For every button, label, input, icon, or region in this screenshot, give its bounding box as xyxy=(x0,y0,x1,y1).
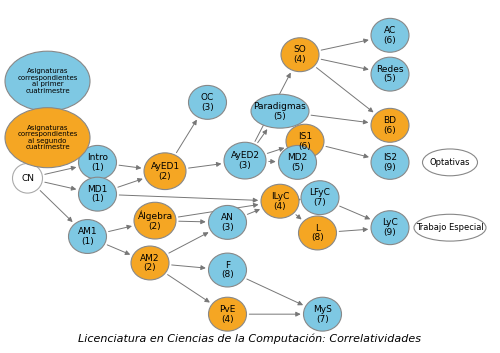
Ellipse shape xyxy=(371,211,409,245)
Ellipse shape xyxy=(261,184,299,218)
Text: L
(8): L (8) xyxy=(311,224,324,242)
Ellipse shape xyxy=(5,108,90,168)
Ellipse shape xyxy=(371,18,409,52)
Ellipse shape xyxy=(12,163,42,193)
Ellipse shape xyxy=(371,145,409,179)
Text: AC
(6): AC (6) xyxy=(384,26,396,44)
Text: F
(8): F (8) xyxy=(221,261,234,279)
Text: AM2
(2): AM2 (2) xyxy=(140,254,160,272)
Text: MD2
(5): MD2 (5) xyxy=(288,153,308,172)
Ellipse shape xyxy=(301,181,339,215)
Text: ILyC
(4): ILyC (4) xyxy=(271,192,289,210)
Text: Asignaturas
correspondientes
al segundo
cuatrimestre: Asignaturas correspondientes al segundo … xyxy=(18,125,78,150)
Text: IS1
(6): IS1 (6) xyxy=(298,132,312,150)
Text: PvE
(4): PvE (4) xyxy=(220,305,236,323)
Text: IS2
(9): IS2 (9) xyxy=(383,153,397,172)
Ellipse shape xyxy=(78,145,116,179)
Ellipse shape xyxy=(371,57,409,91)
Text: LyC
(9): LyC (9) xyxy=(382,219,398,237)
Text: OC
(3): OC (3) xyxy=(201,93,214,112)
Text: Álgebra
(2): Álgebra (2) xyxy=(138,210,172,231)
Ellipse shape xyxy=(286,124,324,158)
Text: AM1
(1): AM1 (1) xyxy=(78,227,98,246)
Text: LFyC
(7): LFyC (7) xyxy=(310,189,330,207)
Ellipse shape xyxy=(208,253,246,287)
Text: Redes
(5): Redes (5) xyxy=(376,65,404,83)
Ellipse shape xyxy=(251,94,309,128)
Text: Paradigmas
(5): Paradigmas (5) xyxy=(254,102,306,120)
Ellipse shape xyxy=(5,51,90,111)
Text: Optativas: Optativas xyxy=(430,158,470,167)
Ellipse shape xyxy=(371,108,409,142)
Text: AyED1
(2): AyED1 (2) xyxy=(150,162,180,180)
Text: MD1
(1): MD1 (1) xyxy=(88,185,108,203)
Text: CN: CN xyxy=(21,174,34,183)
Ellipse shape xyxy=(278,145,316,179)
Ellipse shape xyxy=(298,216,337,250)
Text: MyS
(7): MyS (7) xyxy=(313,305,332,323)
Ellipse shape xyxy=(208,297,246,331)
Text: Asignaturas
correspondientes
al primer
cuatrimestre: Asignaturas correspondientes al primer c… xyxy=(18,68,78,94)
Ellipse shape xyxy=(224,142,266,179)
Ellipse shape xyxy=(78,177,116,211)
Ellipse shape xyxy=(208,205,246,239)
Ellipse shape xyxy=(134,202,176,239)
Ellipse shape xyxy=(144,153,186,190)
Ellipse shape xyxy=(68,220,106,253)
Text: SO
(4): SO (4) xyxy=(294,46,306,64)
Text: BD
(6): BD (6) xyxy=(384,116,396,134)
Ellipse shape xyxy=(414,214,486,241)
Text: AN
(3): AN (3) xyxy=(221,213,234,232)
Text: Intro
(1): Intro (1) xyxy=(87,153,108,172)
Text: AyED2
(3): AyED2 (3) xyxy=(230,151,260,170)
Ellipse shape xyxy=(281,38,319,72)
Ellipse shape xyxy=(131,246,169,280)
Ellipse shape xyxy=(188,85,226,119)
Text: Licenciatura en Ciencias de la Computación: Correlatividades: Licenciatura en Ciencias de la Computaci… xyxy=(78,334,422,344)
Ellipse shape xyxy=(304,297,342,331)
Text: Trabajo Especial: Trabajo Especial xyxy=(416,223,484,232)
Ellipse shape xyxy=(422,149,478,176)
